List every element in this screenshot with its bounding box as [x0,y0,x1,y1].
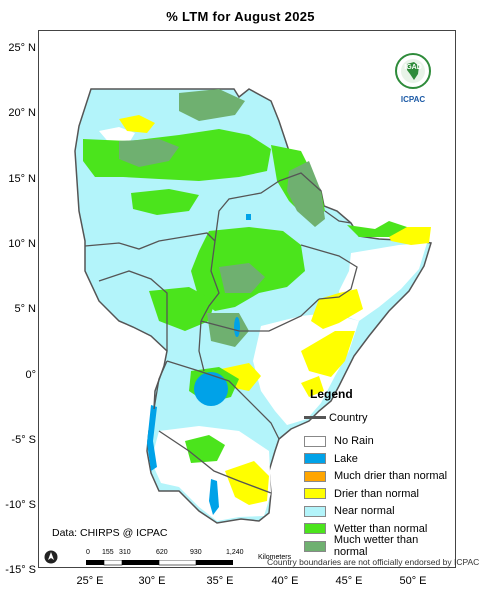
map-title: % LTM for August 2025 [166,9,315,24]
legend-item: Wetter than normal [304,520,454,538]
no-rain-somalia [339,243,427,321]
legend-country-label: Country [329,411,368,424]
legend-item: Near normal [304,503,454,521]
legend-swatch [304,523,326,535]
scale-tick-label: 0 [86,549,90,556]
map-canvas [74,88,432,524]
map-frame [38,30,456,568]
legend-country-row: Country [304,409,454,427]
data-source-label: Data: CHIRPS @ ICPAC [52,527,168,539]
much-wetter-sudan-mid [119,139,179,167]
north-arrow-icon [44,550,58,564]
scale-unit-label: Kilometers [258,554,292,561]
legend-swatch [304,470,326,482]
legend-swatch [304,453,326,465]
border-tanzania-south [158,430,272,494]
lake-turkana [234,317,240,337]
igad-icpac-logo: IGAD ICPAC [388,52,438,104]
lat-label-10n: 10° N [8,238,36,250]
border-kenya [200,298,320,332]
scale-tick-label: 930 [190,549,202,556]
lat-label-5n: 5° N [14,303,36,315]
legend-item: No Rain [304,433,454,451]
drier-tanzania [225,461,269,505]
lat-label-25n: 25° N [8,42,36,54]
legend-item: Lake [304,450,454,468]
lake-tanganyika [147,405,157,471]
lat-label-15s: -15° S [5,564,36,576]
lat-label-10s: -10° S [5,499,36,511]
scale-labels: 0 155 310 620 930 1,240 Kilometers [86,549,291,561]
drier-north-patch [119,115,155,133]
wetter-ssudan [149,287,215,331]
legend-title: Legend [310,387,353,401]
wetter-somalia-coast [347,221,407,237]
legend-item: Much wetter than normal [304,534,454,558]
border-eritrea [278,172,322,192]
lat-label-15n: 15° N [8,173,36,185]
legend-item: Drier than normal [304,485,454,503]
legend-label: No Rain [334,435,374,448]
lake-malawi [209,479,219,515]
lon-label-50e: 50° E [399,575,427,587]
legend-swatch [304,505,326,517]
scale-bar [86,560,233,566]
border-sudan-ethiopia [214,180,280,242]
legend-swatch [304,540,326,552]
border-djibouti [324,210,352,224]
border-ethiopia-somalia [300,244,358,300]
drier-kenya-coast [301,331,355,377]
lon-label-35e: 35° E [206,575,234,587]
much-wetter-ethiopia [219,263,265,293]
drier-kenya-north [301,376,324,397]
legend-label: Wetter than normal [334,522,428,535]
border-rwanda [153,360,168,410]
lat-label-5s: -5° S [11,434,36,446]
border-uganda-kenya [198,320,205,372]
region-fill [74,88,432,524]
legend-label: Drier than normal [334,487,419,500]
border-tanzania [166,360,280,440]
lat-label-0: 0° [25,369,36,381]
country-line-icon [304,416,326,420]
lon-label-25e: 25° E [76,575,104,587]
lon-label-40e: 40° E [271,575,299,587]
border-sudan-ssudan [84,232,216,250]
legend-label: Much wetter than normal [333,534,419,559]
disclaimer-text: Country boundaries are not officially en… [267,557,480,567]
map-legend: Legend Country No Rain Lake Much drier t… [304,387,454,558]
border-ssudan-ethiopia [200,240,220,322]
legend-item: Much drier than normal [304,468,454,486]
logo-emblem-icon [395,53,431,89]
border-ssudan-west [98,270,168,351]
much-wetter-eritrea [287,161,325,227]
scale-tick-label: 155 [102,549,114,556]
lat-label-20n: 20° N [8,107,36,119]
lon-label-30e: 30° E [138,575,166,587]
lake-tana [246,214,251,220]
legend-swatch [304,488,326,500]
logo-text-icpac: ICPAC [400,95,426,104]
wetter-sudan-central [131,189,199,215]
scale-tick-label: 620 [156,549,168,556]
scale-tick-label: 1,240 [226,549,244,556]
legend-swatch [304,435,326,447]
much-wetter-north [179,89,245,121]
legend-label: Lake [334,452,358,465]
legend-label: Much drier than normal [334,470,448,483]
lon-label-45e: 45° E [335,575,363,587]
legend-label: Near normal [334,505,395,518]
scale-tick-label: 310 [119,549,131,556]
logo-text-igad: IGAD [404,64,422,71]
lake-victoria [194,372,228,406]
